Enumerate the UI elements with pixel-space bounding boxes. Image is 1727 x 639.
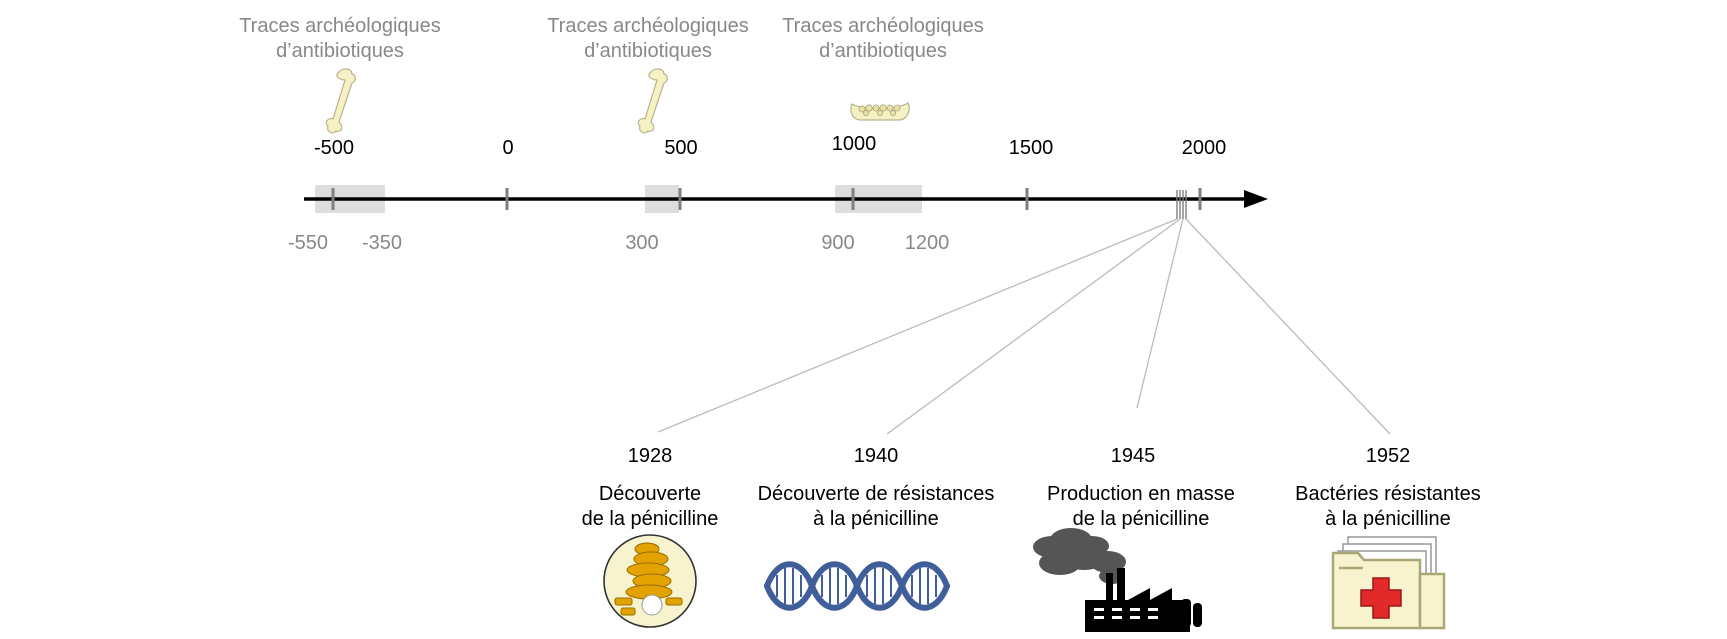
bone-icon: [637, 68, 668, 134]
trace-subtitle: d’antibiotiques: [584, 40, 712, 62]
event-title: Découverte de résistances: [758, 483, 995, 505]
timeline-axis: -500 0 500 1000 1500 2000 -550 -350 300 …: [288, 133, 1268, 254]
trace-subtitle: d’antibiotiques: [276, 40, 404, 62]
event-1945: 1945 Production en masse de la pénicilli…: [1033, 445, 1235, 632]
event-subtitle: à la pénicilline: [813, 508, 939, 530]
event-title: Découverte: [599, 483, 701, 505]
range-label: -350: [362, 232, 402, 254]
jawbone-icon: [850, 102, 910, 121]
trace-title: Traces archéologiques: [239, 15, 441, 37]
penicillium-petri-dish-icon: [603, 534, 697, 628]
range-label: 900: [821, 232, 854, 254]
tick-label: 1500: [1009, 137, 1054, 159]
event-marks: [1176, 190, 1187, 219]
event-1940: 1940 Découverte de résistances à la péni…: [758, 445, 995, 611]
event-title: Bactéries résistantes: [1295, 483, 1481, 505]
event-subtitle: à la pénicilline: [1325, 508, 1451, 530]
trace-3: Traces archéologiques d’antibiotiques: [782, 15, 984, 121]
tick-label: 500: [664, 137, 697, 159]
trace-2: Traces archéologiques d’antibiotiques: [547, 15, 749, 134]
tick-label: 2000: [1182, 137, 1227, 159]
event-year: 1940: [854, 445, 899, 467]
event-year: 1945: [1111, 445, 1156, 467]
event-1928: 1928 Découverte de la pénicilline: [582, 445, 719, 628]
trace-title: Traces archéologiques: [782, 15, 984, 37]
trace-subtitle: d’antibiotiques: [819, 40, 947, 62]
range-label: 1200: [905, 232, 950, 254]
factory-icon: [1033, 528, 1202, 632]
event-title: Production en masse: [1047, 483, 1235, 505]
event-subtitle: de la pénicilline: [1073, 508, 1210, 530]
event-year: 1928: [628, 445, 673, 467]
event-year: 1952: [1366, 445, 1411, 467]
tick-label: -500: [314, 137, 354, 159]
trace-title: Traces archéologiques: [547, 15, 749, 37]
tick-label: 0: [502, 137, 513, 159]
connector-lines: [657, 218, 1391, 435]
dna-helix-icon: [764, 561, 950, 611]
axis-arrowhead: [1244, 190, 1268, 208]
bone-icon: [325, 68, 356, 134]
range-label: 300: [625, 232, 658, 254]
event-subtitle: de la pénicilline: [582, 508, 719, 530]
medical-folder-icon: [1331, 536, 1446, 630]
range-label: -550: [288, 232, 328, 254]
tick-label: 1000: [832, 133, 877, 155]
event-1952: 1952 Bactéries résistantes à la pénicill…: [1295, 445, 1481, 630]
trace-1: Traces archéologiques d’antibiotiques: [239, 15, 441, 134]
